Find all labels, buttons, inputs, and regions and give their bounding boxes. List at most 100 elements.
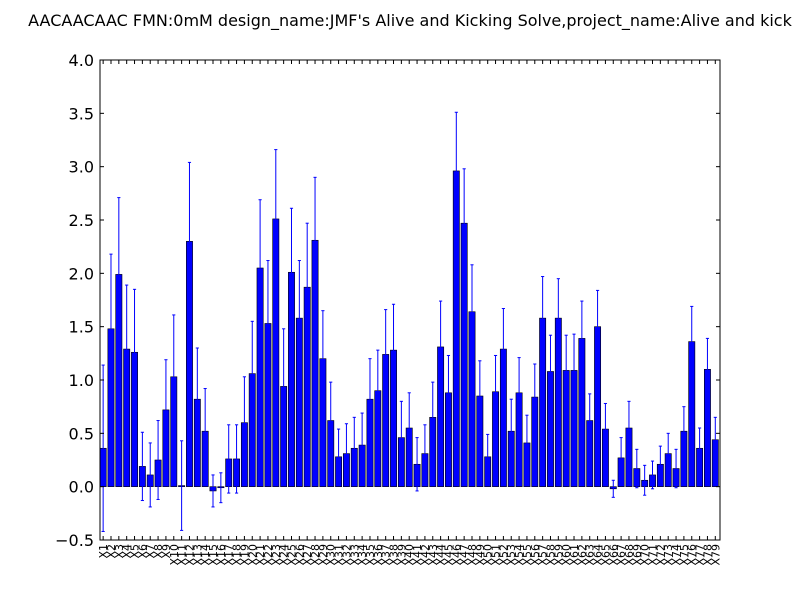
error-bar-X70 bbox=[643, 464, 647, 496]
x-tick-label: X77 bbox=[694, 544, 707, 566]
error-bar-X41 bbox=[415, 437, 419, 492]
x-tick-label: X27 bbox=[301, 544, 314, 566]
error-bar-X12 bbox=[187, 161, 192, 321]
error-bar-X51 bbox=[493, 354, 498, 429]
error-bar-X13 bbox=[195, 347, 199, 451]
error-bar-X24 bbox=[282, 328, 286, 445]
error-bar-X57 bbox=[541, 276, 545, 361]
error-bar-X22 bbox=[266, 260, 270, 387]
x-tick-label: X32 bbox=[340, 544, 353, 566]
x-tick-label: X16 bbox=[215, 544, 228, 566]
error-bar-X78 bbox=[705, 337, 710, 401]
x-tick-label: X58 bbox=[544, 544, 557, 566]
error-bar-X9 bbox=[164, 359, 168, 461]
x-tick-label: X26 bbox=[293, 544, 306, 566]
x-tick-label: X60 bbox=[560, 544, 573, 566]
error-bar-X77 bbox=[698, 427, 702, 470]
x-tick-label: X12 bbox=[183, 544, 196, 566]
x-tick-label: X4 bbox=[121, 544, 134, 559]
error-bar-X50 bbox=[486, 433, 490, 480]
x-tick-label: X15 bbox=[207, 544, 220, 566]
x-tick-label: X21 bbox=[254, 544, 267, 566]
error-bar-X38 bbox=[391, 303, 396, 397]
error-bar-X53 bbox=[509, 398, 513, 464]
x-tick-label: X18 bbox=[231, 544, 244, 566]
plot-frame bbox=[99, 59, 721, 541]
x-tick-label: X8 bbox=[152, 544, 165, 559]
error-bar-X55 bbox=[525, 414, 529, 472]
x-tick-label: X61 bbox=[568, 544, 581, 566]
error-bars-layer bbox=[101, 111, 717, 532]
x-tick-label: X42 bbox=[419, 544, 432, 566]
error-bar-X30 bbox=[329, 381, 333, 460]
error-bar-X25 bbox=[289, 207, 294, 337]
error-bar-X62 bbox=[580, 300, 584, 377]
error-bar-X34 bbox=[360, 412, 364, 478]
error-bar-X39 bbox=[399, 400, 403, 475]
error-bar-X37 bbox=[384, 309, 388, 400]
x-tick-label: X14 bbox=[199, 544, 212, 566]
error-bar-X60 bbox=[564, 334, 568, 407]
x-tick-label: X50 bbox=[482, 544, 495, 566]
x-tick-label: X63 bbox=[584, 544, 597, 566]
x-tick-label: X69 bbox=[631, 544, 644, 566]
x-tick-label: X20 bbox=[246, 544, 259, 566]
y-tick-label: 0.5 bbox=[69, 424, 94, 443]
x-tick-label: X74 bbox=[670, 544, 683, 566]
x-tick-label: X54 bbox=[513, 544, 526, 566]
x-tick-label: X56 bbox=[529, 544, 542, 566]
error-bar-X5 bbox=[132, 288, 137, 416]
x-tick-label: X2 bbox=[105, 544, 118, 559]
y-tick-label: 4.0 bbox=[69, 51, 94, 70]
error-bar-X65 bbox=[603, 402, 607, 456]
axes bbox=[99, 59, 721, 541]
error-bar-X16 bbox=[219, 472, 223, 504]
x-tick-label: X7 bbox=[144, 544, 157, 559]
error-bar-X17 bbox=[227, 424, 231, 494]
error-bar-X21 bbox=[258, 199, 262, 337]
y-tick-label: 1.5 bbox=[69, 318, 94, 337]
y-tick-label: 0.0 bbox=[69, 478, 94, 497]
error-bar-X6 bbox=[140, 431, 144, 502]
error-bar-X11 bbox=[180, 440, 184, 531]
x-tick-label: X44 bbox=[435, 544, 448, 566]
error-bar-X42 bbox=[423, 424, 427, 483]
error-bar-X68 bbox=[627, 400, 631, 456]
y-tick-label: 3.5 bbox=[69, 104, 94, 123]
x-tick-label: X10 bbox=[168, 544, 181, 566]
error-bar-X35 bbox=[368, 358, 372, 441]
x-tick-label: X59 bbox=[552, 544, 565, 566]
error-bar-X71 bbox=[650, 460, 655, 490]
error-bar-X14 bbox=[203, 388, 207, 475]
x-axis-ticks: X1X2X3X4X5X6X7X8X9X10X11X12X13X14X15X16X… bbox=[97, 60, 722, 566]
x-tick-label: X36 bbox=[372, 544, 385, 566]
error-bar-X76 bbox=[690, 305, 694, 378]
x-tick-label: X29 bbox=[317, 544, 330, 566]
x-tick-label: X38 bbox=[388, 544, 401, 566]
x-tick-label: X68 bbox=[623, 544, 636, 566]
error-bar-X33 bbox=[352, 416, 356, 480]
error-bar-X8 bbox=[156, 420, 160, 500]
error-bar-X54 bbox=[517, 357, 521, 429]
x-tick-label: X65 bbox=[599, 544, 612, 566]
error-bar-X73 bbox=[666, 432, 670, 475]
x-tick-label: X73 bbox=[662, 544, 675, 566]
error-bar-X26 bbox=[297, 260, 301, 377]
x-tick-label: X71 bbox=[647, 544, 660, 566]
x-tick-label: X53 bbox=[505, 544, 518, 566]
error-bar-X52 bbox=[501, 308, 505, 391]
x-tick-label: X39 bbox=[395, 544, 408, 566]
x-tick-label: X43 bbox=[427, 544, 440, 566]
error-bar-X63 bbox=[588, 393, 592, 448]
error-bar-X29 bbox=[321, 310, 325, 408]
y-tick-label: −0.5 bbox=[55, 531, 94, 550]
x-tick-label: X62 bbox=[576, 544, 589, 566]
x-tick-label: X40 bbox=[403, 544, 416, 566]
x-tick-label: X64 bbox=[592, 544, 605, 566]
y-tick-label: 1.0 bbox=[69, 371, 94, 390]
x-tick-label: X57 bbox=[537, 544, 550, 566]
error-bar-X66 bbox=[611, 479, 615, 498]
x-tick-label: X75 bbox=[678, 544, 691, 566]
error-bar-X67 bbox=[619, 437, 623, 479]
